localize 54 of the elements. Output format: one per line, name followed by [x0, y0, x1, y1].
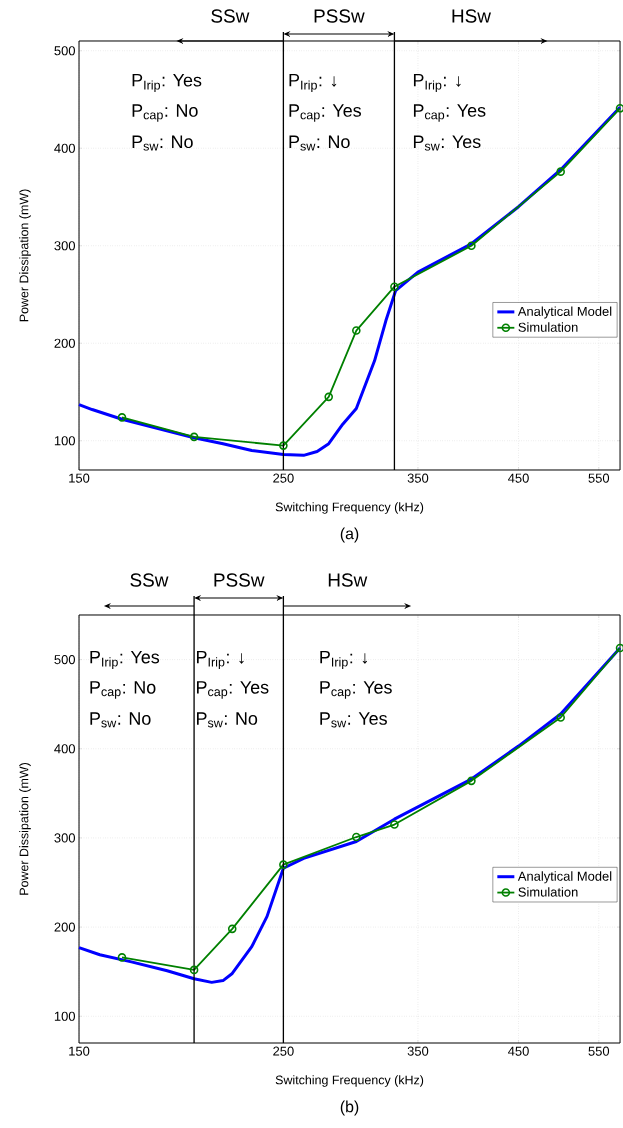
y-tick-label: 100	[54, 1011, 75, 1021]
annotation: P$_{cap}$: No	[90, 681, 156, 699]
annotation: P$_{Irip}$: ↓	[289, 73, 337, 93]
x-tick-label: 550	[588, 473, 610, 483]
annotation: P$_{sw}$: No	[197, 712, 258, 728]
y-tick-label: 300	[54, 833, 75, 843]
y-tick-label: 400	[54, 744, 75, 754]
x-tick-label: 250	[273, 473, 294, 483]
annotation: P$_{cap}$: Yes	[289, 104, 361, 122]
x-tick-label: 450	[508, 1046, 529, 1056]
annotation: P$_{Irip}$: ↓	[197, 650, 244, 669]
annotation: P$_{sw}$: Yes	[320, 712, 387, 728]
text: (a)	[340, 527, 359, 543]
text: PSSw	[314, 9, 365, 23]
annotation: P$_{cap}$: Yes	[197, 681, 269, 699]
y-tick-label: 100	[54, 436, 75, 446]
annotation: P$_{sw}$: No	[132, 135, 193, 151]
x-tick-label: 150	[69, 473, 90, 483]
annotation: P$_{cap}$: Yes	[413, 104, 486, 122]
x-axis-title: Switching Frequency (kHz)	[275, 502, 424, 514]
text: SSw	[130, 573, 169, 587]
y-tick-label: 400	[54, 143, 75, 153]
annotation: P$_{sw}$: Yes	[413, 135, 481, 151]
text: PSSw	[214, 573, 265, 587]
annotation: P$_{Irip}$: ↓	[320, 650, 367, 669]
annotation: P$_{sw}$: No	[289, 135, 350, 151]
text: HSw	[452, 9, 491, 23]
legend-label: Simulation	[518, 322, 578, 332]
legend-label: Simulation	[518, 887, 578, 897]
x-axis-title: Switching Frequency (kHz)	[275, 1075, 424, 1087]
text: SSw	[211, 9, 250, 23]
legend-label: Analytical Model	[517, 871, 612, 884]
y-tick-label: 200	[54, 922, 75, 932]
x-tick-label: 350	[407, 473, 429, 483]
annotation: P$_{Irip}$: ↓	[413, 73, 461, 93]
text: (b)	[340, 1100, 359, 1116]
y-axis-title: Power Dissipation (mW)	[19, 189, 31, 322]
y-tick-label: 500	[54, 46, 75, 56]
x-tick-label: 450	[508, 473, 529, 483]
y-tick-label: 500	[54, 654, 75, 665]
x-tick-label: 150	[69, 1046, 90, 1056]
legend-label: Analytical Model	[517, 306, 612, 319]
y-tick-label: 300	[54, 241, 75, 251]
annotation: P$_{sw}$: No	[90, 712, 151, 728]
annotation: P$_{cap}$: No	[132, 104, 198, 122]
y-tick-label: 200	[54, 338, 75, 348]
x-tick-label: 350	[407, 1046, 429, 1056]
x-tick-label: 250	[273, 1046, 294, 1056]
text: HSw	[328, 573, 368, 587]
y-axis-title: Power Dissipation (mW)	[19, 763, 31, 895]
x-tick-label: 550	[588, 1046, 610, 1056]
annotation: P$_{Irip}$: Yes	[90, 650, 160, 669]
annotation: P$_{cap}$: Yes	[320, 681, 392, 699]
annotation: P$_{Irip}$: Yes	[132, 73, 202, 93]
